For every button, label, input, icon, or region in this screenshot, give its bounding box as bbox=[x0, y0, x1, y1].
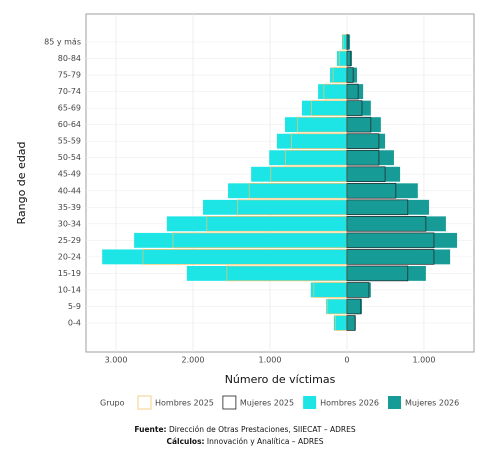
bar bbox=[346, 199, 409, 216]
y-tick-label: 35-39 bbox=[58, 203, 81, 212]
y-tick-label: 70-74 bbox=[58, 87, 81, 96]
legend-key bbox=[388, 396, 402, 409]
bar bbox=[346, 299, 362, 314]
y-tick-label: 25-29 bbox=[58, 236, 81, 245]
bar bbox=[346, 67, 357, 83]
bar bbox=[346, 116, 372, 133]
legend-key bbox=[303, 396, 317, 409]
caption: Fuente: Dirección de Otras Prestaciones,… bbox=[134, 425, 355, 434]
bar bbox=[346, 216, 446, 232]
bar bbox=[346, 67, 354, 83]
bar bbox=[269, 150, 347, 166]
y-tick-label: 50-54 bbox=[58, 153, 81, 162]
y-tick-label: 65-69 bbox=[58, 104, 81, 113]
y-axis-title: Rango de edad bbox=[15, 141, 28, 224]
bar bbox=[346, 282, 370, 298]
y-tick-label: 15-19 bbox=[58, 269, 81, 278]
bar bbox=[346, 51, 352, 66]
y-tick-label: 5-9 bbox=[68, 302, 81, 311]
caption-text: Dirección de Otras Prestaciones, SIIECAT… bbox=[167, 425, 356, 434]
bar bbox=[346, 249, 451, 265]
bar bbox=[285, 117, 347, 133]
bar bbox=[346, 249, 435, 265]
bar bbox=[276, 133, 347, 149]
bar bbox=[346, 166, 386, 183]
legend-label: Mujeres 2025 bbox=[240, 399, 294, 408]
y-tick-label: 75-79 bbox=[58, 71, 81, 80]
bar bbox=[186, 265, 347, 281]
caption-bold: Fuente: bbox=[134, 425, 166, 434]
y-tick-label: 60-64 bbox=[58, 120, 81, 129]
y-tick-label: 85 y más bbox=[44, 38, 81, 47]
bar bbox=[301, 100, 347, 116]
bar bbox=[341, 34, 347, 50]
bar bbox=[346, 100, 363, 116]
bar bbox=[346, 166, 401, 182]
bar bbox=[346, 315, 356, 331]
legend-title: Grupo bbox=[100, 399, 125, 408]
caption: Cálculos: Innovación y Analítica – ADRES bbox=[166, 437, 323, 446]
bar bbox=[346, 183, 418, 199]
bar bbox=[346, 117, 381, 133]
bar bbox=[346, 100, 371, 116]
bar bbox=[346, 34, 349, 50]
bar bbox=[346, 133, 380, 149]
bar bbox=[346, 199, 429, 215]
y-tick-label: 0-4 bbox=[68, 319, 81, 328]
bar bbox=[346, 216, 427, 232]
bar bbox=[326, 299, 347, 314]
bar bbox=[346, 150, 394, 166]
y-tick-label: 40-44 bbox=[58, 186, 81, 195]
bar bbox=[134, 232, 347, 248]
bar bbox=[330, 67, 347, 83]
bar bbox=[251, 166, 347, 182]
bar bbox=[228, 183, 347, 199]
y-tick-label: 20-24 bbox=[58, 252, 81, 261]
x-axis-title: Número de víctimas bbox=[225, 373, 336, 386]
caption-text: Innovación y Analítica – ADRES bbox=[205, 437, 324, 446]
y-tick-label: 80-84 bbox=[58, 54, 81, 63]
bar bbox=[346, 50, 352, 67]
legend-label: Mujeres 2026 bbox=[405, 399, 459, 408]
x-tick-label: 1.000 bbox=[413, 356, 436, 365]
x-tick-label: 2.000 bbox=[182, 356, 205, 365]
bar bbox=[346, 84, 364, 100]
bar bbox=[333, 315, 347, 331]
bar bbox=[346, 265, 426, 281]
bar bbox=[346, 149, 380, 166]
y-tick-label: 10-14 bbox=[58, 285, 81, 294]
y-tick-label: 30-34 bbox=[58, 219, 81, 228]
bar bbox=[310, 282, 347, 298]
bar bbox=[336, 51, 347, 66]
y-tick-label: 55-59 bbox=[58, 137, 81, 146]
bar bbox=[346, 83, 359, 100]
x-tick-label: 3.000 bbox=[105, 356, 128, 365]
bar bbox=[346, 298, 362, 315]
x-tick-label: 1.000 bbox=[259, 356, 282, 365]
bar bbox=[346, 282, 371, 298]
y-tick-label: 45-49 bbox=[58, 170, 81, 179]
bar bbox=[346, 232, 435, 249]
bar bbox=[318, 84, 347, 100]
legend-key bbox=[222, 395, 237, 410]
bar bbox=[346, 182, 397, 199]
x-tick-label: 0 bbox=[344, 356, 349, 365]
bar bbox=[203, 199, 347, 215]
legend-label: Hombres 2026 bbox=[320, 399, 379, 408]
bar bbox=[166, 216, 347, 232]
legend-key bbox=[137, 395, 152, 410]
bar bbox=[102, 249, 347, 265]
bar bbox=[346, 232, 458, 248]
bar bbox=[346, 34, 351, 50]
bar bbox=[346, 315, 356, 331]
bar bbox=[346, 133, 386, 149]
caption-bold: Cálculos: bbox=[166, 437, 204, 446]
legend-label: Hombres 2025 bbox=[155, 399, 214, 408]
bar bbox=[346, 265, 409, 282]
